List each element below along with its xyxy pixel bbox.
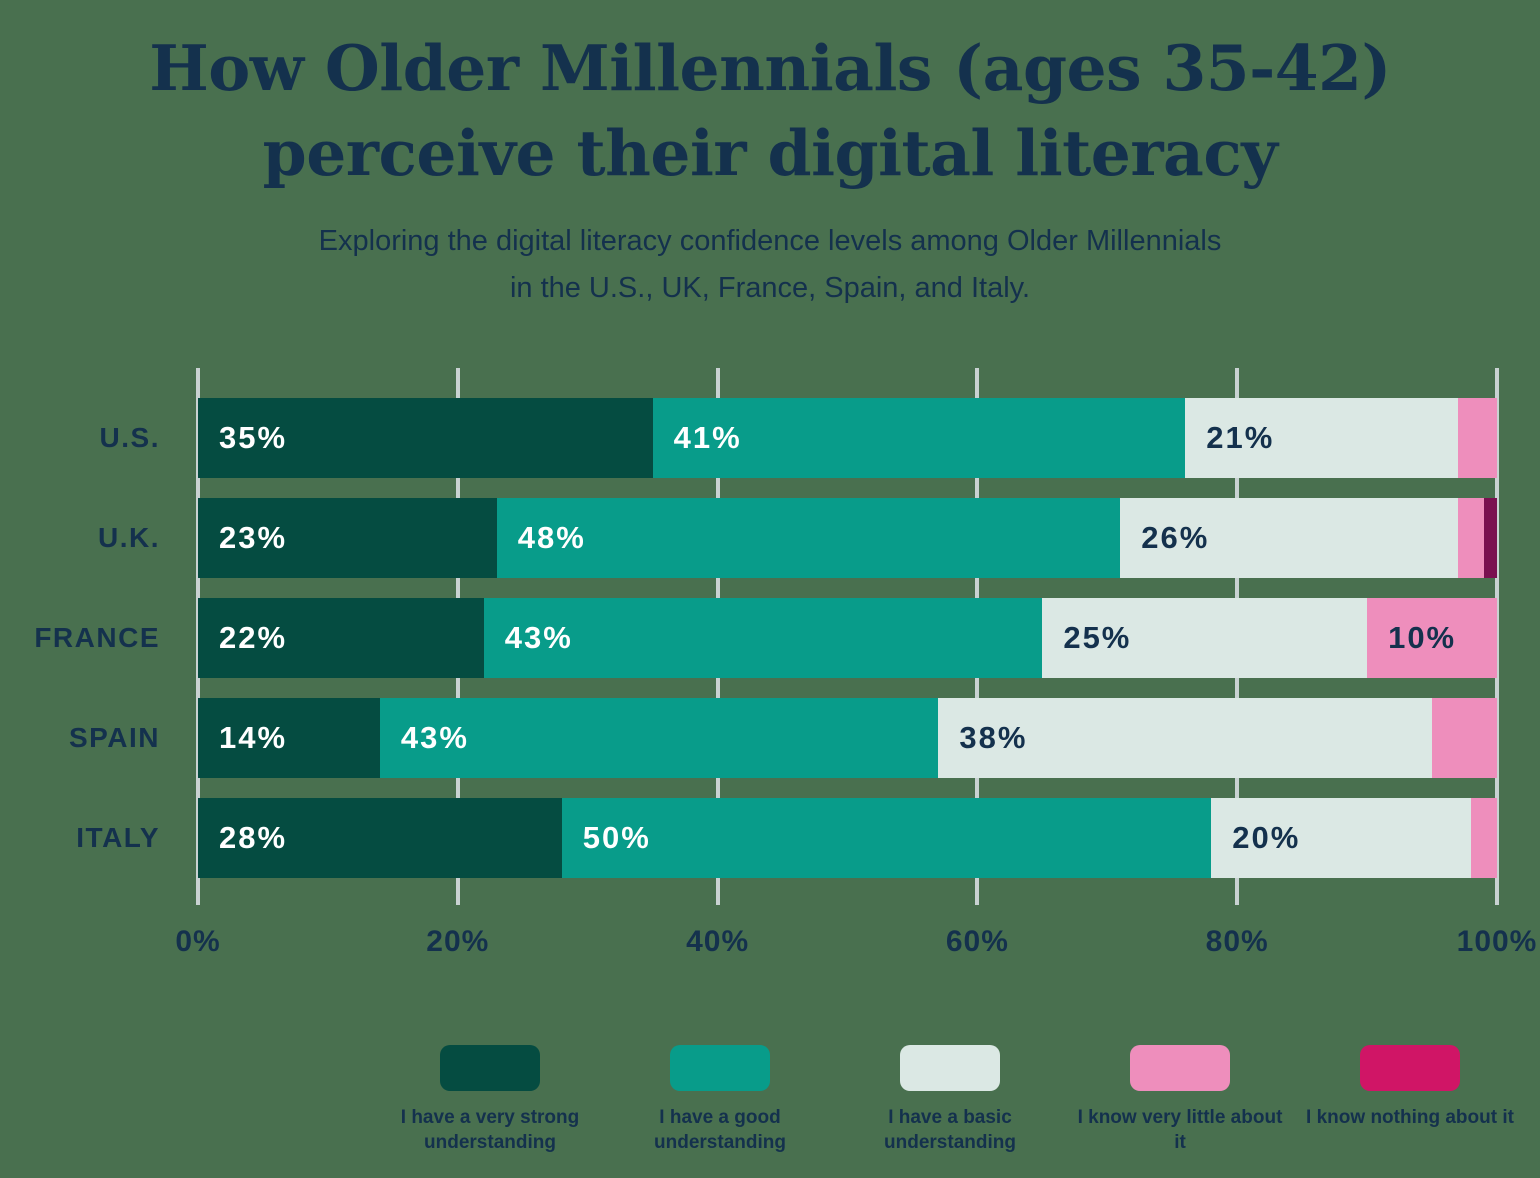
bar-segment: 35% <box>198 398 653 478</box>
bar-value-label: 35% <box>219 420 288 455</box>
legend-label: I know very little about it <box>1077 1107 1283 1153</box>
bar-segment: 22% <box>198 598 484 678</box>
bar-segment: 21% <box>1185 398 1458 478</box>
page-subtitle-line1: Exploring the digital literacy confidenc… <box>318 225 1222 257</box>
x-tick-label: 20% <box>426 925 490 958</box>
bar-value-label: 21% <box>1206 420 1275 455</box>
legend-item: I have a good understanding <box>610 1045 830 1155</box>
category-label: U.S. <box>99 422 160 453</box>
bar-segment: 41% <box>652 398 1186 478</box>
bar-value-label: 41% <box>673 420 742 455</box>
page-subtitle: Exploring the digital literacy confidenc… <box>0 218 1540 312</box>
bar-value-label: 28% <box>219 820 288 855</box>
bar-segment: 14% <box>198 698 380 778</box>
legend-label: I have a good understanding <box>654 1107 786 1153</box>
legend-swatch <box>670 1045 770 1091</box>
legend-label: I have a basic understanding <box>884 1107 1016 1153</box>
bar-segment: 26% <box>1120 498 1459 578</box>
bar-value-label: 25% <box>1063 620 1132 655</box>
bar-segment: 28% <box>198 798 562 878</box>
bar-segment <box>1432 698 1497 778</box>
bar-row: 23% 48% 26% <box>198 498 1497 578</box>
legend-swatch <box>1130 1045 1230 1091</box>
gridline <box>1495 368 1499 905</box>
bar-segment <box>1483 498 1497 578</box>
bar-segment: 20% <box>1211 798 1472 878</box>
legend-label: I have a very strong understanding <box>400 1107 580 1153</box>
bar-value-label: 38% <box>959 720 1028 755</box>
category-label: U.K. <box>98 522 160 553</box>
page-subtitle-line2: in the U.S., UK, France, Spain, and Ital… <box>509 272 1031 304</box>
bar-value-label: 20% <box>1232 820 1301 855</box>
legend-item: I know very little about it <box>1070 1045 1290 1155</box>
bar-segment: 38% <box>938 698 1433 778</box>
x-tick-label: 40% <box>686 925 750 958</box>
bar-segment: 25% <box>1042 598 1368 678</box>
category-label: ITALY <box>76 822 160 853</box>
bar-segment <box>1458 498 1484 578</box>
legend-swatch <box>900 1045 1000 1091</box>
bar-value-label: 23% <box>219 520 288 555</box>
legend-swatch <box>440 1045 540 1091</box>
bar-row: 14% 43% 38% <box>198 698 1497 778</box>
legend-item: I have a basic understanding <box>840 1045 1060 1155</box>
category-label: FRANCE <box>34 622 160 653</box>
bar-value-label: 43% <box>504 620 573 655</box>
page-title-line1: How Older Millennials (ages 35-42) <box>149 31 1391 105</box>
bar-value-label: 48% <box>517 520 586 555</box>
page-title-line2: perceive their digital literacy <box>262 116 1278 190</box>
bar-row: 35% 41% 21% <box>198 398 1497 478</box>
legend-item: I have a very strong understanding <box>380 1045 600 1155</box>
bar-value-label: 22% <box>219 620 288 655</box>
bar-value-label: 10% <box>1388 620 1457 655</box>
x-tick-label: 80% <box>1205 925 1269 958</box>
bar-row: 28% 50% 20% <box>198 798 1497 878</box>
legend-swatch <box>1360 1045 1460 1091</box>
bar-segment: 43% <box>483 598 1043 678</box>
bar-value-label: 50% <box>582 820 651 855</box>
category-label: SPAIN <box>69 722 160 753</box>
legend-item: I know nothing about it <box>1300 1045 1520 1130</box>
page-title: How Older Millennials (ages 35-42) perce… <box>0 26 1540 196</box>
bar-segment <box>1458 398 1497 478</box>
bar-segment: 48% <box>496 498 1121 578</box>
bar-value-label: 43% <box>400 720 469 755</box>
x-tick-label: 60% <box>945 925 1009 958</box>
bar-segment: 10% <box>1367 598 1497 678</box>
bar-segment: 50% <box>561 798 1212 878</box>
x-tick-label: 0% <box>175 925 221 958</box>
bar-row: 22% 43% 25% 10% <box>198 598 1497 678</box>
legend-label: I know nothing about it <box>1306 1107 1514 1128</box>
x-tick-label: 100% <box>1456 925 1538 958</box>
bar-value-label: 14% <box>219 720 288 755</box>
bar-segment <box>1471 798 1497 878</box>
bar-value-label: 26% <box>1141 520 1210 555</box>
bar-segment: 23% <box>198 498 497 578</box>
bar-segment: 43% <box>379 698 939 778</box>
